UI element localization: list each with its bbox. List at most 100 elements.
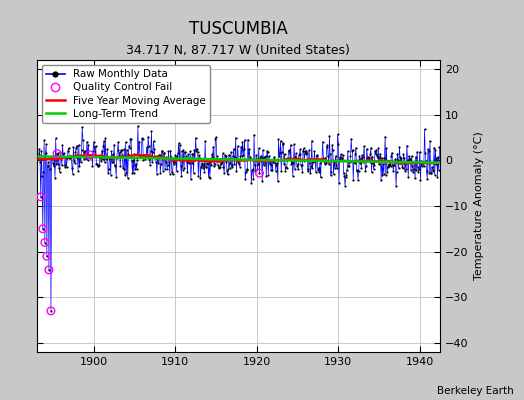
Point: [234, 143, 242, 149]
Point: [401, 160, 410, 166]
Point: [412, 166, 421, 173]
Point: [69, 170, 77, 177]
Point: [306, 170, 314, 176]
Point: [105, 155, 114, 162]
Point: [247, 180, 256, 186]
Point: [321, 161, 329, 167]
Point: [411, 154, 420, 160]
Point: [62, 155, 70, 162]
Point: [328, 141, 336, 148]
Point: [393, 150, 401, 157]
Point: [87, 152, 95, 158]
Point: [64, 148, 72, 154]
Point: [399, 164, 407, 171]
Point: [316, 174, 325, 180]
Point: [289, 172, 297, 179]
Point: [323, 142, 332, 148]
Point: [74, 168, 82, 174]
Point: [188, 151, 196, 157]
Point: [246, 156, 255, 162]
Point: [121, 172, 129, 178]
Point: [41, 239, 49, 246]
Point: [329, 171, 337, 178]
Point: [265, 153, 273, 159]
Point: [417, 158, 425, 164]
Point: [109, 159, 117, 166]
Point: [209, 154, 217, 160]
Point: [55, 165, 63, 172]
Point: [399, 151, 408, 157]
Point: [148, 159, 156, 166]
Point: [406, 156, 414, 162]
Point: [169, 158, 178, 164]
Point: [101, 135, 110, 141]
Point: [424, 146, 432, 152]
Point: [229, 153, 237, 160]
Point: [192, 148, 201, 154]
Point: [367, 144, 375, 151]
Point: [104, 170, 112, 176]
Point: [285, 148, 293, 154]
Point: [337, 155, 346, 162]
Point: [354, 168, 363, 174]
Point: [291, 166, 299, 172]
Point: [66, 155, 74, 161]
Point: [345, 163, 353, 169]
Point: [198, 161, 206, 168]
Point: [331, 153, 340, 159]
Point: [287, 161, 296, 168]
Point: [246, 154, 254, 160]
Point: [154, 153, 162, 160]
Point: [381, 133, 389, 140]
Point: [177, 163, 185, 169]
Point: [244, 156, 253, 162]
Point: [174, 150, 182, 157]
Point: [296, 151, 304, 157]
Point: [193, 149, 202, 156]
Point: [325, 132, 334, 139]
Point: [301, 151, 310, 157]
Point: [42, 253, 51, 259]
Text: Berkeley Earth: Berkeley Earth: [437, 386, 514, 396]
Point: [69, 144, 78, 151]
Point: [358, 152, 366, 159]
Point: [254, 161, 263, 168]
Point: [171, 152, 179, 158]
Point: [37, 148, 46, 154]
Point: [322, 160, 330, 166]
Point: [287, 142, 295, 148]
Point: [220, 170, 228, 176]
Point: [85, 152, 93, 158]
Point: [79, 137, 87, 143]
Point: [269, 159, 277, 165]
Point: [155, 152, 163, 158]
Point: [138, 135, 146, 142]
Point: [271, 168, 280, 174]
Point: [107, 148, 116, 155]
Point: [207, 162, 215, 168]
Point: [73, 155, 82, 161]
Point: [131, 166, 139, 172]
Point: [37, 194, 45, 200]
Point: [166, 147, 174, 154]
Point: [115, 154, 123, 161]
Point: [94, 163, 103, 169]
Point: [228, 162, 236, 168]
Point: [46, 166, 54, 172]
Point: [178, 148, 186, 154]
Point: [133, 157, 141, 164]
Point: [266, 158, 275, 164]
Point: [195, 155, 204, 161]
Point: [130, 150, 139, 157]
Point: [86, 155, 94, 161]
Point: [316, 160, 324, 166]
Point: [217, 160, 226, 166]
Point: [176, 142, 184, 148]
Point: [416, 148, 424, 155]
Point: [168, 169, 176, 175]
Point: [58, 142, 67, 148]
Point: [308, 138, 316, 144]
Point: [223, 171, 232, 178]
Point: [201, 138, 209, 144]
Point: [362, 163, 370, 169]
